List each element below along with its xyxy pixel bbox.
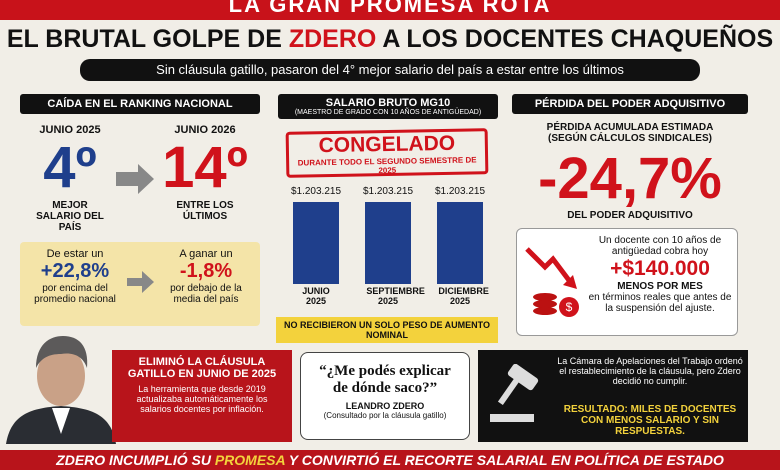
bar-value-label: $1.203.215 — [434, 186, 486, 197]
panel-header: CAÍDA EN EL RANKING NACIONAL — [20, 94, 260, 114]
loss-caption: DEL PODER ADQUISITIVO — [567, 210, 693, 221]
clause-box: ELIMINÓ LA CLÁUSULA GATILLO EN JUNIO DE … — [112, 350, 292, 442]
source: (SEGÚN CÁLCULOS SINDICALES) — [548, 133, 712, 144]
loss-box-text: Un docente con 10 años de antigüedad cob… — [585, 235, 735, 314]
svg-text:$: $ — [566, 300, 573, 314]
label: PÉRDIDA ACUMULADA ESTIMADA — [546, 122, 714, 133]
footer-text: Y CONVIRTIÓ EL RECORTE SALARIAL EN POLÍT… — [288, 452, 724, 468]
footer-text: ZDERO INCUMPLIÓ SU — [56, 452, 211, 468]
arrow-icon — [127, 271, 154, 293]
gavel-icon — [490, 364, 539, 422]
subheader: (MAESTRO DE GRADO CON 10 AÑOS DE ANTIGÜE… — [294, 109, 482, 116]
period: MENOS POR MES — [617, 281, 703, 292]
rank-before: JUNIO 2025 4º MEJOR SALARIO DEL PAÍS — [20, 124, 120, 233]
footer-highlight: PROMESA — [214, 452, 286, 468]
quote-text: “¿Me podés explicar de dónde saco?” — [319, 363, 451, 396]
compare-before: De estar un +22,8% por encima del promed… — [24, 248, 126, 305]
header-text: SALARIO BRUTO MG10 — [325, 97, 451, 109]
banner: LA GRAN PROMESA ROTA — [0, 0, 780, 20]
compare-after: A ganar un -1,8% por debajo de la media … — [156, 248, 256, 305]
bar-value-label: $1.203.215 — [362, 186, 414, 197]
intro: De estar un — [46, 248, 104, 260]
caption: por debajo de la media del país — [170, 283, 242, 305]
panel-header: PÉRDIDA DEL PODER ADQUISITIVO — [512, 94, 748, 114]
title-text: A LOS DOCENTES CHAQUEÑOS — [382, 25, 774, 53]
x-tick-label: JUNIO 2025 — [302, 286, 330, 306]
rank: 4º — [43, 135, 97, 200]
quote-author: LEANDRO ZDERO — [345, 401, 425, 411]
title-highlight: ZDERO — [288, 25, 377, 53]
court-text: La Cámara de Apelaciones del Trabajo ord… — [557, 356, 743, 386]
caption: MEJOR SALARIO DEL PAÍS — [36, 200, 104, 233]
footer: ZDERO INCUMPLIÓ SU PROMESA Y CONVIRTIÓ E… — [0, 450, 780, 470]
x-tick-label: SEPTIEMBRE 2025 — [366, 286, 425, 306]
date: JUNIO 2025 — [39, 124, 101, 136]
stamp: CONGELADO DURANTE TODO EL SEGUNDO SEMEST… — [285, 128, 489, 178]
comparison-box: De estar un +22,8% por encima del promed… — [20, 242, 260, 326]
court-result: RESULTADO: MILES DE DOCENTES CON MENOS S… — [563, 404, 737, 437]
stamp-text: CONGELADO — [318, 131, 456, 158]
title-text: EL BRUTAL GOLPE DE — [6, 25, 282, 53]
bar — [436, 202, 484, 284]
quote-context: (Consultado por la cláusula gatillo) — [323, 411, 447, 420]
portrait — [6, 336, 116, 444]
title: EL BRUTAL GOLPE DE ZDERO A LOS DOCENTES … — [0, 24, 780, 54]
intro: A ganar un — [179, 248, 233, 260]
caption: por encima del promedio nacional — [34, 283, 116, 305]
bar-value-label: $1.203.215 — [290, 186, 342, 197]
caption: ENTRE LOS ÚLTIMOS — [176, 200, 234, 222]
value: +22,8% — [40, 260, 110, 282]
note: en términos reales que antes de la suspe… — [588, 292, 732, 314]
amount: +$140.000 — [610, 257, 710, 280]
loss-label: PÉRDIDA ACUMULADA ESTIMADA (SEGÚN CÁLCULO… — [512, 122, 748, 144]
quote-box: “¿Me podés explicar de dónde saco?” LEAN… — [300, 352, 470, 440]
bar — [292, 202, 340, 284]
panel-footer: NO RECIBIERON UN SOLO PESO DE AUMENTO NO… — [276, 317, 498, 343]
x-tick-label: DICIEMBRE 2025 — [438, 286, 489, 306]
value: -1,8% — [179, 260, 233, 282]
clause-text: La herramienta que desde 2019 actualizab… — [136, 384, 268, 414]
bar — [364, 202, 412, 284]
loss-box: $ Un docente con 10 años de antigüedad c… — [516, 228, 738, 336]
panel-header: SALARIO BRUTO MG10 (MAESTRO DE GRADO CON … — [278, 94, 498, 119]
arrow-icon — [116, 164, 154, 194]
clause-title: ELIMINÓ LA CLÁUSULA GATILLO EN JUNIO DE … — [127, 356, 277, 380]
rank-after: JUNIO 2026 14º ENTRE LOS ÚLTIMOS — [150, 124, 260, 222]
bar-chart: $1.203.215 JUNIO 2025 $1.203.215 SEPTIEMBRE… — [280, 186, 496, 314]
date: JUNIO 2026 — [174, 124, 236, 136]
subtitle: Sin cláusula gatillo, pasaron del 4° mej… — [80, 59, 700, 81]
court-box: La Cámara de Apelaciones del Trabajo ord… — [478, 350, 748, 442]
rank: 14º — [162, 135, 248, 200]
loss-value: -24,7% — [538, 146, 722, 211]
stamp-note: DURANTE TODO EL SEGUNDO SEMESTRE DE 2025 — [297, 155, 477, 176]
money-icon: $ — [525, 247, 579, 317]
intro: Un docente con 10 años de antigüedad cob… — [598, 235, 722, 257]
